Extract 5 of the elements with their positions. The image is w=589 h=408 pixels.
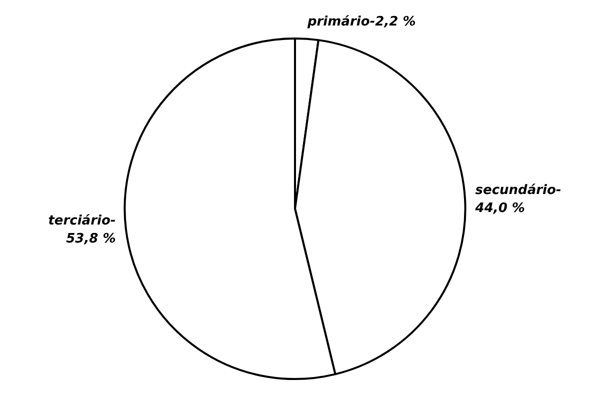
slice-label: terciário- bbox=[48, 214, 116, 229]
data-label: 44,0 % bbox=[474, 201, 525, 216]
data-label: 53,8 % bbox=[66, 232, 116, 247]
slice-label: secundário- bbox=[475, 183, 562, 198]
slice-label: primário-2,2 % bbox=[306, 14, 416, 30]
